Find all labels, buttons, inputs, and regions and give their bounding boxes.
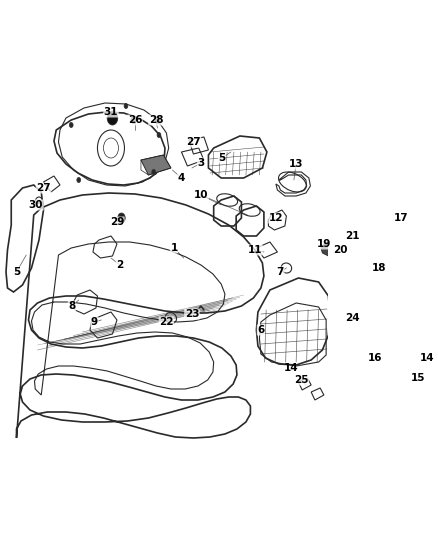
Circle shape [131, 117, 136, 124]
Text: 9: 9 [91, 317, 98, 327]
Text: 6: 6 [257, 325, 265, 335]
Circle shape [77, 177, 81, 182]
Text: 4: 4 [178, 173, 185, 183]
Circle shape [107, 111, 118, 125]
Circle shape [338, 247, 343, 253]
Circle shape [157, 133, 161, 138]
Text: 13: 13 [289, 159, 304, 169]
Text: 31: 31 [104, 107, 118, 117]
Polygon shape [409, 366, 421, 377]
Text: 11: 11 [247, 245, 262, 255]
Text: 2: 2 [117, 260, 124, 270]
Text: 27: 27 [186, 137, 201, 147]
Text: 28: 28 [148, 115, 163, 125]
Text: 26: 26 [128, 115, 142, 125]
Text: 20: 20 [333, 245, 348, 255]
Circle shape [38, 200, 40, 204]
Text: 24: 24 [345, 313, 360, 323]
Circle shape [124, 103, 128, 109]
Text: 12: 12 [268, 213, 283, 223]
Circle shape [354, 337, 358, 343]
Text: 23: 23 [185, 309, 199, 319]
Text: 16: 16 [367, 353, 382, 363]
Text: 1: 1 [170, 243, 177, 253]
Circle shape [347, 239, 352, 245]
Circle shape [343, 340, 347, 344]
Circle shape [69, 123, 73, 127]
Text: 14: 14 [283, 363, 298, 373]
Polygon shape [141, 155, 171, 175]
Ellipse shape [367, 205, 435, 259]
Text: 15: 15 [411, 373, 426, 383]
Text: 7: 7 [277, 267, 284, 277]
Text: 14: 14 [420, 353, 434, 363]
Text: 5: 5 [13, 267, 20, 277]
Text: 30: 30 [29, 200, 43, 210]
Text: 19: 19 [317, 239, 331, 249]
Circle shape [118, 213, 125, 223]
Circle shape [155, 117, 160, 124]
Text: 29: 29 [110, 217, 124, 227]
Text: 8: 8 [68, 301, 76, 311]
Text: 5: 5 [218, 153, 226, 163]
Text: 22: 22 [159, 317, 174, 327]
Polygon shape [321, 240, 334, 256]
Text: 27: 27 [36, 183, 51, 193]
Text: 25: 25 [294, 375, 309, 385]
Text: 3: 3 [197, 158, 205, 168]
Circle shape [336, 327, 339, 333]
Circle shape [360, 352, 363, 358]
Circle shape [152, 169, 155, 174]
Text: 21: 21 [345, 231, 360, 241]
Text: 10: 10 [194, 190, 208, 200]
Text: 18: 18 [371, 263, 386, 273]
Text: 17: 17 [394, 213, 408, 223]
